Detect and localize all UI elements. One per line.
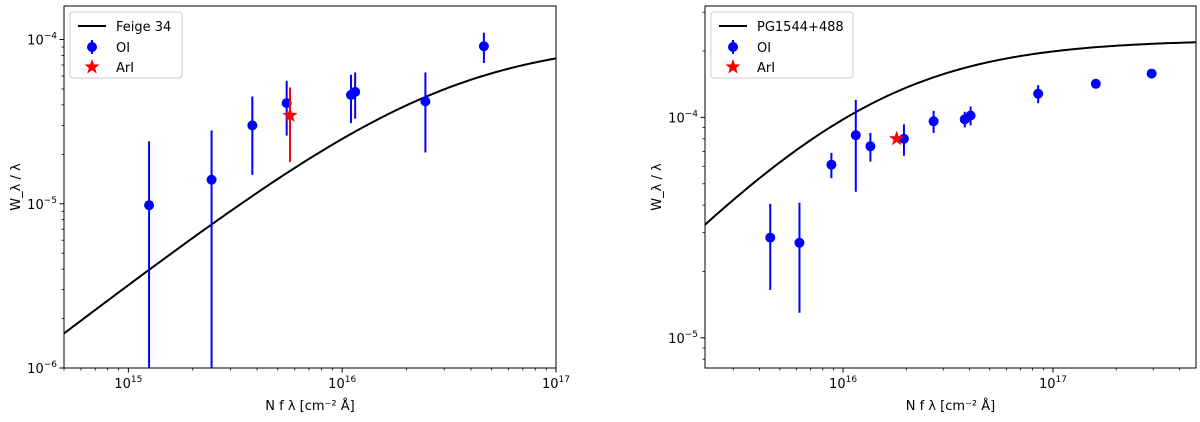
oi-data-point (850, 130, 861, 141)
y-tick-label: 10−4 (27, 32, 57, 49)
legend: PG1544+488 OI ArI (710, 11, 854, 79)
data-points (765, 68, 1157, 313)
legend-series-label: ArI (757, 61, 775, 76)
legend-series-label: OI (116, 41, 130, 56)
legend-box (710, 11, 854, 79)
legend-box (69, 11, 183, 79)
oi-data-point (478, 41, 489, 52)
oi-data-point (965, 110, 976, 121)
curve-group (64, 57, 556, 335)
oi-data-point (826, 159, 837, 170)
oi-data-point (1146, 68, 1157, 79)
legend-star-marker (725, 59, 741, 74)
oi-data-point (420, 96, 431, 107)
x-tick-label: 1017 (542, 375, 570, 392)
oi-data-point (1090, 78, 1101, 89)
curve-of-growth-line (705, 41, 1196, 226)
oi-data-point (144, 200, 155, 211)
x-tick-label: 1016 (829, 375, 857, 392)
plot-frame (63, 5, 557, 369)
x-axis-label: N f λ [cm⁻² Å] (265, 398, 354, 414)
legend-circle-marker (728, 42, 738, 52)
curve-of-growth-line (64, 57, 556, 335)
legend-series-label: ArI (116, 61, 134, 76)
data-points (144, 32, 489, 368)
x-tick-label: 1015 (114, 375, 142, 392)
y-tick-label: 10−4 (668, 109, 698, 126)
y-axis-label: W_λ / λ (9, 163, 24, 211)
oi-data-point (206, 174, 217, 185)
minor-ticks (61, 46, 547, 371)
oi-data-point (350, 86, 361, 97)
legend-curve-label: PG1544+488 (757, 20, 844, 35)
panel-1: 1015 1016 1017 10−6 10−5 10−4 N f λ [cm⁻² Å] W_… (9, 5, 570, 414)
x-tick-label: 1016 (328, 375, 356, 392)
curve-group (705, 41, 1196, 226)
oi-data-point (247, 120, 258, 131)
y-tick-label: 10−5 (668, 330, 698, 347)
x-axis-label: N f λ [cm⁻² Å] (906, 398, 995, 414)
legend-circle-marker (87, 42, 97, 52)
legend-curve-label: Feige 34 (116, 20, 171, 35)
legend: Feige 34 OI ArI (69, 11, 183, 79)
oi-data-point (765, 232, 776, 243)
arI-star-point (282, 107, 298, 122)
arI-star-point (889, 130, 905, 146)
x-tick-label: 1017 (1039, 375, 1067, 392)
legend-star-marker (84, 59, 100, 74)
y-tick-label: 10−6 (27, 360, 57, 377)
oi-data-point (865, 141, 876, 152)
oi-data-point (1033, 88, 1044, 99)
legend-series-label: OI (757, 41, 771, 56)
oi-data-point (794, 237, 805, 248)
y-tick-label: 10−5 (27, 196, 57, 213)
panel-2: 1016 1017 10−5 10−4 N f λ [cm⁻² Å] W_λ / λ PG1… (650, 5, 1197, 414)
oi-data-point (928, 116, 939, 127)
y-axis-label: W_λ / λ (650, 163, 665, 211)
plot-frame (704, 5, 1197, 369)
